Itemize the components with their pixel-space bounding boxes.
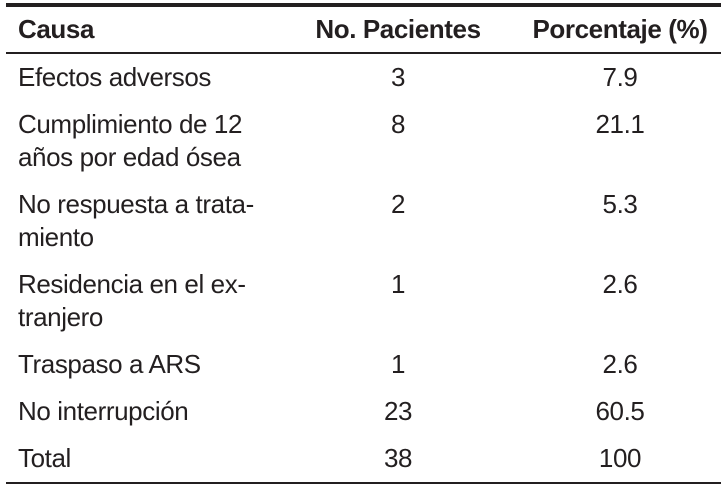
cell-causa: Total: [6, 435, 277, 484]
column-header-porcentaje: Porcentaje (%): [519, 3, 721, 54]
cell-causa: No interrupción: [18, 396, 189, 426]
header-row: Causa No. Pacientes Porcentaje (%): [6, 3, 721, 54]
cell-pacientes: 1: [390, 349, 406, 379]
column-header-causa: Causa: [6, 3, 277, 54]
column-header-no-pacientes: No. Pacientes: [277, 3, 519, 54]
cell-porcentaje: 2.6: [602, 349, 638, 379]
cell-pacientes: 1: [390, 269, 406, 299]
cell-pacientes: 3: [390, 62, 406, 92]
cell-pacientes: 2: [390, 189, 406, 219]
cell-causa: No respuesta a trata- miento: [18, 189, 254, 252]
cell-pacientes: 38: [277, 435, 519, 484]
discontinuation-causes-table: Causa No. Pacientes Porcentaje (%) Efect…: [6, 3, 721, 484]
cell-causa: Efectos adversos: [18, 62, 212, 92]
table-row: No interrupción 23 60.5: [6, 388, 721, 435]
cell-porcentaje: 5.3: [602, 189, 638, 219]
cell-porcentaje: 21.1: [595, 109, 645, 139]
cell-porcentaje: 2.6: [602, 269, 638, 299]
table-row: Residencia en el ex- tranjero 1 2.6: [6, 261, 721, 341]
table-row: Cumplimiento de 12 años por edad ósea 8 …: [6, 101, 721, 181]
table-row: Traspaso a ARS 1 2.6: [6, 341, 721, 388]
cell-porcentaje: 60.5: [595, 396, 645, 426]
cell-porcentaje: 100: [519, 435, 721, 484]
cell-pacientes: 23: [383, 396, 413, 426]
cell-pacientes: 8: [390, 109, 406, 139]
cell-causa: Residencia en el ex- tranjero: [18, 269, 246, 332]
cell-causa: Traspaso a ARS: [18, 349, 201, 379]
table-figure: Causa No. Pacientes Porcentaje (%) Efect…: [6, 3, 721, 484]
table-row: No respuesta a trata- miento 2 5.3: [6, 181, 721, 261]
cell-causa: Cumplimiento de 12 años por edad ósea: [18, 109, 243, 172]
table-row: Efectos adversos 3 7.9: [6, 53, 721, 101]
table-row-total: Total 38 100: [6, 435, 721, 484]
cell-porcentaje: 7.9: [602, 62, 638, 92]
